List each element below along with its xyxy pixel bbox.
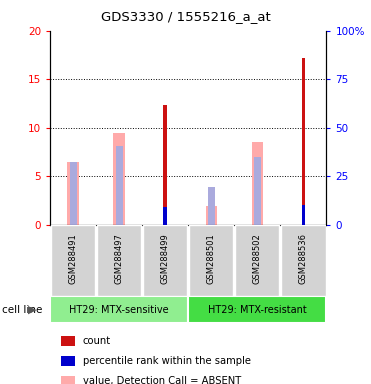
Bar xyxy=(302,58,305,225)
Bar xyxy=(68,162,79,225)
Bar xyxy=(163,105,167,225)
Bar xyxy=(114,132,125,225)
Bar xyxy=(188,296,326,323)
Bar xyxy=(235,225,279,296)
Text: GSM288502: GSM288502 xyxy=(253,233,262,284)
Bar xyxy=(51,225,95,296)
Bar xyxy=(208,187,215,225)
Bar xyxy=(252,142,263,225)
Bar xyxy=(189,225,233,296)
Text: GSM288499: GSM288499 xyxy=(161,233,170,284)
Text: value, Detection Call = ABSENT: value, Detection Call = ABSENT xyxy=(83,376,241,384)
Text: GSM288501: GSM288501 xyxy=(207,233,216,284)
Bar xyxy=(97,225,141,296)
Text: percentile rank within the sample: percentile rank within the sample xyxy=(83,356,251,366)
Bar xyxy=(143,225,187,296)
Bar xyxy=(254,157,261,225)
Text: HT29: MTX-resistant: HT29: MTX-resistant xyxy=(208,305,307,314)
Text: GDS3330 / 1555216_a_at: GDS3330 / 1555216_a_at xyxy=(101,10,270,23)
Bar xyxy=(281,225,326,296)
Text: HT29: MTX-sensitive: HT29: MTX-sensitive xyxy=(69,305,169,314)
Text: ▶: ▶ xyxy=(28,305,36,314)
Bar xyxy=(116,146,123,225)
Bar xyxy=(302,205,305,225)
Text: count: count xyxy=(83,336,111,346)
Bar xyxy=(163,207,167,225)
Text: GSM288536: GSM288536 xyxy=(299,233,308,284)
Text: cell line: cell line xyxy=(2,305,42,314)
Bar xyxy=(50,296,188,323)
Bar xyxy=(206,206,217,225)
Text: GSM288497: GSM288497 xyxy=(115,233,124,284)
Text: GSM288491: GSM288491 xyxy=(69,233,78,284)
Bar xyxy=(70,162,76,225)
